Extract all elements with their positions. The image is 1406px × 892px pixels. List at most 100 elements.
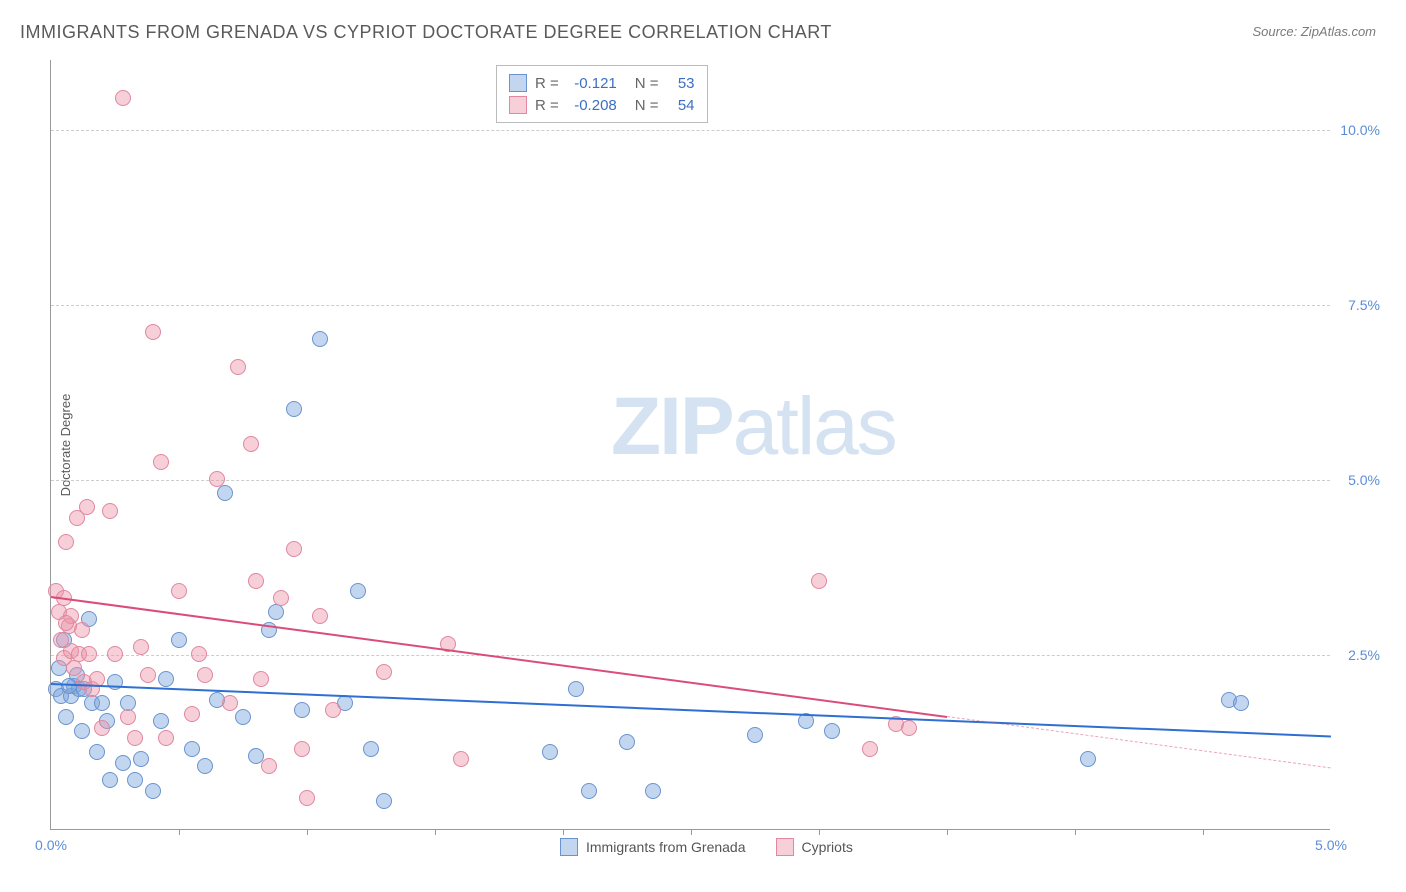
x-tick-mark (179, 829, 180, 835)
data-point (133, 639, 149, 655)
gridline (51, 655, 1330, 656)
legend-swatch (560, 838, 578, 856)
data-point (171, 632, 187, 648)
legend-item: Immigrants from Grenada (560, 838, 746, 856)
data-point (901, 720, 917, 736)
data-point (191, 646, 207, 662)
x-tick-label: 0.0% (35, 837, 67, 853)
data-point (542, 744, 558, 760)
watermark-bold: ZIP (611, 381, 733, 472)
data-point (197, 758, 213, 774)
data-point (294, 702, 310, 718)
legend-label: Cypriots (802, 839, 853, 855)
data-point (184, 741, 200, 757)
data-point (294, 741, 310, 757)
legend-row: R =-0.208N =54 (509, 94, 695, 116)
data-point (158, 671, 174, 687)
data-point (453, 751, 469, 767)
x-tick-mark (1203, 829, 1204, 835)
data-point (253, 671, 269, 687)
correlation-legend: R =-0.121N =53R =-0.208N =54 (496, 65, 708, 123)
data-point (209, 471, 225, 487)
chart-container: Doctorate Degree ZIPatlas R =-0.121N =53… (50, 60, 1360, 830)
data-point (243, 436, 259, 452)
source-attribution: Source: ZipAtlas.com (1252, 24, 1376, 39)
data-point (1080, 751, 1096, 767)
data-point (120, 709, 136, 725)
data-point (140, 667, 156, 683)
watermark-light: atlas (733, 381, 896, 472)
data-point (58, 615, 74, 631)
data-point (376, 793, 392, 809)
data-point (153, 713, 169, 729)
data-point (824, 723, 840, 739)
data-point (286, 401, 302, 417)
legend-label: Immigrants from Grenada (586, 839, 746, 855)
data-point (811, 573, 827, 589)
data-point (222, 695, 238, 711)
r-value: -0.121 (567, 75, 617, 92)
data-point (115, 90, 131, 106)
data-point (261, 758, 277, 774)
data-point (299, 790, 315, 806)
data-point (312, 331, 328, 347)
data-point (79, 499, 95, 515)
data-point (145, 783, 161, 799)
r-label: R = (535, 75, 559, 92)
y-tick-label: 10.0% (1340, 122, 1380, 138)
data-point (376, 664, 392, 680)
data-point (862, 741, 878, 757)
y-tick-label: 5.0% (1348, 472, 1380, 488)
data-point (133, 751, 149, 767)
data-point (235, 709, 251, 725)
data-point (325, 702, 341, 718)
data-point (248, 573, 264, 589)
watermark: ZIPatlas (611, 380, 896, 474)
gridline (51, 305, 1330, 306)
data-point (127, 730, 143, 746)
x-tick-mark (1075, 829, 1076, 835)
x-tick-label: 5.0% (1315, 837, 1347, 853)
y-tick-label: 7.5% (1348, 297, 1380, 313)
gridline (51, 130, 1330, 131)
data-point (66, 660, 82, 676)
data-point (619, 734, 635, 750)
legend-item: Cypriots (776, 838, 853, 856)
x-tick-mark (435, 829, 436, 835)
data-point (171, 583, 187, 599)
data-point (268, 604, 284, 620)
r-label: R = (535, 97, 559, 114)
x-tick-mark (947, 829, 948, 835)
x-tick-mark (307, 829, 308, 835)
r-value: -0.208 (567, 97, 617, 114)
n-label: N = (635, 75, 659, 92)
data-point (645, 783, 661, 799)
data-point (363, 741, 379, 757)
data-point (153, 454, 169, 470)
data-point (102, 772, 118, 788)
x-tick-mark (563, 829, 564, 835)
data-point (81, 646, 97, 662)
plot-area: ZIPatlas R =-0.121N =53R =-0.208N =54 2.… (50, 60, 1330, 830)
trend-line (51, 596, 947, 718)
legend-swatch (509, 74, 527, 92)
data-point (74, 723, 90, 739)
data-point (74, 622, 90, 638)
data-point (94, 720, 110, 736)
data-point (158, 730, 174, 746)
data-point (1233, 695, 1249, 711)
n-value: 53 (667, 75, 695, 92)
data-point (58, 709, 74, 725)
legend-swatch (776, 838, 794, 856)
data-point (89, 744, 105, 760)
x-tick-mark (691, 829, 692, 835)
x-tick-mark (819, 829, 820, 835)
data-point (58, 534, 74, 550)
data-point (107, 646, 123, 662)
data-point (217, 485, 233, 501)
data-point (197, 667, 213, 683)
data-point (94, 695, 110, 711)
data-point (115, 755, 131, 771)
trend-line-dashed (947, 716, 1331, 768)
data-point (350, 583, 366, 599)
